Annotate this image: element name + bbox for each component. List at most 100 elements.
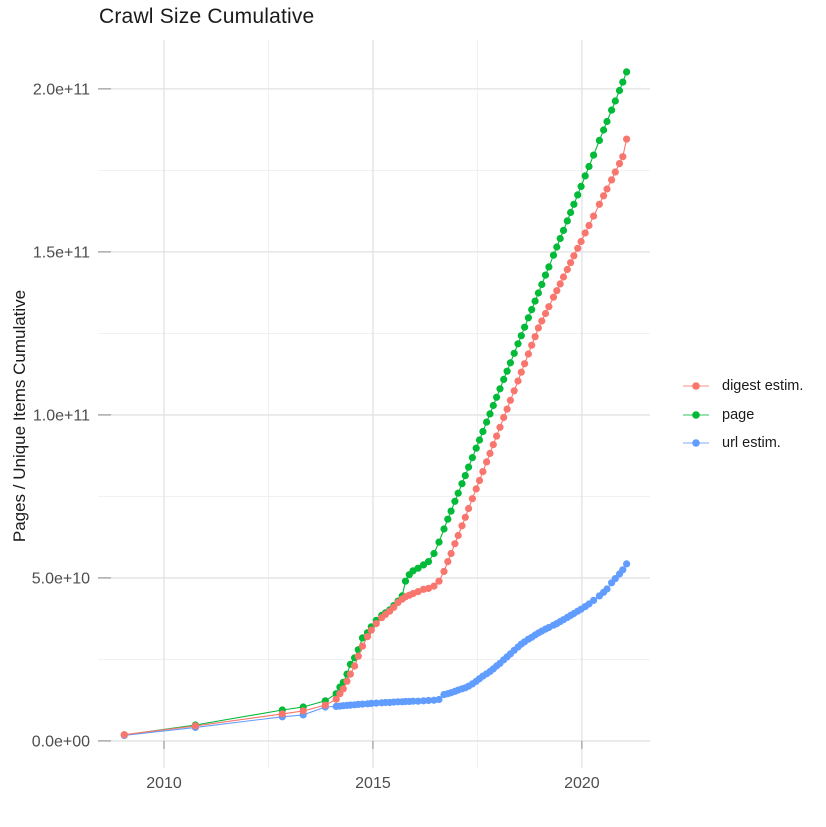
chart-title: Crawl Size Cumulative xyxy=(99,5,315,28)
data-point xyxy=(577,182,585,190)
data-point xyxy=(483,458,491,466)
data-point xyxy=(503,405,511,413)
data-point xyxy=(458,522,466,530)
data-point xyxy=(510,349,518,357)
data-point xyxy=(600,192,608,200)
data-point xyxy=(493,393,501,401)
data-point xyxy=(556,234,564,243)
data-point xyxy=(486,449,494,457)
data-point xyxy=(603,185,611,193)
data-point xyxy=(531,333,539,341)
data-point xyxy=(590,212,598,220)
series-url-estim xyxy=(120,560,631,740)
data-point xyxy=(351,662,359,670)
data-point xyxy=(603,585,611,593)
data-point xyxy=(401,577,410,585)
data-point xyxy=(611,168,619,176)
x-tick-label: 2020 xyxy=(564,775,600,792)
data-point xyxy=(430,582,438,590)
legend-key-url-estim-icon xyxy=(683,439,709,447)
data-point xyxy=(538,317,546,325)
data-point xyxy=(440,525,448,533)
data-point xyxy=(615,160,624,168)
series-page xyxy=(120,68,631,739)
data-point xyxy=(465,463,473,471)
data-point xyxy=(278,710,286,718)
data-point xyxy=(486,410,494,418)
legend-key-page-icon xyxy=(683,410,709,419)
data-point xyxy=(454,489,462,497)
data-point xyxy=(590,596,598,605)
data-point xyxy=(461,513,469,521)
data-point xyxy=(534,324,543,332)
data-point xyxy=(444,558,452,566)
data-point xyxy=(343,677,351,685)
data-point xyxy=(600,126,608,134)
y-tick-label: 0.0e+00 xyxy=(32,733,90,750)
data-point xyxy=(534,289,543,297)
data-point xyxy=(506,359,514,367)
data-point xyxy=(549,251,558,259)
data-point xyxy=(595,200,604,208)
data-point xyxy=(581,229,589,237)
data-point xyxy=(489,401,497,410)
data-point xyxy=(545,303,553,311)
y-tick-label: 1.5e+11 xyxy=(33,244,90,261)
legend-item-digest-estim: digest estim. xyxy=(681,378,803,394)
data-point xyxy=(444,515,452,523)
data-point xyxy=(517,368,525,376)
data-point xyxy=(541,271,550,279)
data-point xyxy=(524,314,533,322)
data-point xyxy=(454,531,462,540)
y-tick-label: 5.0e+10 xyxy=(32,570,90,587)
data-point xyxy=(574,244,582,252)
data-point xyxy=(549,293,558,301)
data-point xyxy=(623,135,631,143)
data-point xyxy=(424,558,433,566)
data-point xyxy=(440,567,448,576)
data-point xyxy=(506,396,514,404)
data-point xyxy=(409,697,417,705)
data-point xyxy=(619,78,627,86)
data-point xyxy=(553,287,561,295)
data-point xyxy=(514,377,522,385)
data-point xyxy=(414,697,422,705)
data-point xyxy=(496,385,504,393)
data-point xyxy=(483,418,491,426)
data-point xyxy=(574,191,582,199)
y-tick-label: 1.0e+11 xyxy=(33,407,90,424)
data-point xyxy=(521,323,529,331)
data-point xyxy=(372,699,380,707)
data-point xyxy=(570,252,578,260)
data-point xyxy=(500,375,508,383)
data-point xyxy=(414,588,422,596)
data-point xyxy=(608,176,616,184)
data-point xyxy=(541,309,550,318)
y-axis-title: Pages / Unique Items Cumulative xyxy=(10,289,29,543)
data-point xyxy=(321,701,329,709)
data-point xyxy=(619,566,627,574)
data-point xyxy=(479,468,487,476)
data-point xyxy=(623,68,631,76)
x-tick-label: 2010 xyxy=(146,775,182,792)
data-point xyxy=(372,620,380,628)
data-point xyxy=(120,731,128,739)
data-point xyxy=(559,273,568,281)
data-point xyxy=(191,722,199,730)
data-point xyxy=(595,136,604,144)
data-point xyxy=(475,436,484,444)
data-point xyxy=(451,540,459,548)
data-point xyxy=(559,226,568,234)
x-tick-label: 2015 xyxy=(355,775,391,792)
data-point xyxy=(346,670,354,678)
data-point xyxy=(332,695,340,703)
data-point xyxy=(500,413,508,422)
data-point xyxy=(510,387,518,395)
data-point xyxy=(493,432,501,440)
data-point xyxy=(531,297,539,305)
data-point xyxy=(563,265,571,274)
data-point xyxy=(503,367,511,375)
data-point xyxy=(623,560,631,568)
data-point xyxy=(465,504,473,513)
